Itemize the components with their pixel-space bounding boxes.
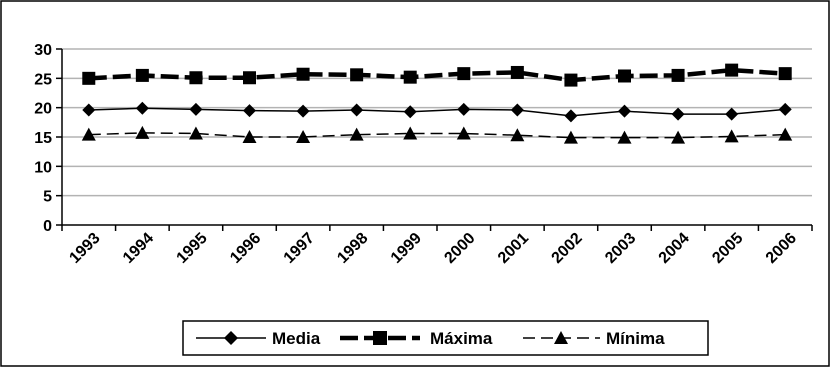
data-point-maxima — [403, 70, 417, 84]
data-point-minima — [81, 127, 96, 141]
series-line-maxima — [88, 67, 786, 83]
series-line-minima — [88, 132, 786, 139]
data-point-maxima — [296, 67, 310, 81]
data-point-media — [618, 104, 631, 118]
legend-label-minima: Mínima — [606, 329, 665, 348]
data-point-maxima — [778, 67, 792, 81]
legend-box — [182, 320, 709, 356]
y-tick-label: 20 — [34, 101, 52, 118]
axes — [56, 48, 813, 231]
series-media — [82, 101, 792, 123]
data-point-media — [296, 104, 310, 118]
data-point-media — [671, 107, 685, 121]
legend-item-media: Media — [196, 329, 321, 348]
data-point-maxima — [135, 68, 149, 82]
diamond-icon — [224, 331, 238, 345]
data-point-media — [189, 102, 203, 116]
data-point-maxima — [243, 71, 256, 85]
data-point-maxima — [564, 73, 578, 87]
data-point-minima — [135, 125, 150, 139]
data-point-media — [350, 103, 364, 117]
data-point-media — [725, 107, 739, 121]
data-point-media — [564, 109, 578, 123]
data-point-media — [403, 105, 417, 119]
data-point-minima — [510, 128, 525, 142]
data-point-minima — [403, 126, 418, 140]
legend: Media Máxima Mínima — [182, 320, 709, 356]
data-point-minima — [671, 130, 686, 144]
triangle-icon — [554, 331, 568, 344]
legend-item-maxima: Máxima — [340, 329, 493, 348]
series — [81, 63, 793, 144]
data-point-media — [243, 104, 256, 118]
data-point-maxima — [189, 71, 203, 85]
y-tick-label: 25 — [34, 71, 52, 88]
y-tick-labels: 0 5 10 15 20 25 30 — [34, 42, 52, 235]
series-line-media — [88, 107, 786, 117]
data-point-minima — [456, 126, 471, 140]
data-point-maxima — [671, 68, 685, 82]
y-tick-label: 10 — [34, 159, 52, 176]
data-point-minima — [242, 130, 257, 143]
data-point-minima — [296, 130, 311, 143]
data-point-media — [135, 101, 149, 115]
square-icon — [373, 331, 387, 345]
data-point-maxima — [618, 69, 631, 83]
legend-label-media: Media — [272, 329, 321, 348]
data-point-maxima — [457, 67, 471, 81]
y-tick-label: 5 — [43, 189, 52, 206]
data-point-maxima — [82, 71, 96, 85]
data-point-minima — [778, 127, 793, 141]
data-point-minima — [349, 127, 364, 141]
data-point-minima — [188, 126, 203, 140]
data-point-maxima — [725, 63, 739, 77]
data-point-maxima — [510, 65, 524, 79]
series-minima — [81, 125, 793, 144]
y-tick-label: 30 — [34, 42, 52, 59]
legend-label-maxima: Máxima — [430, 329, 493, 348]
data-point-media — [457, 102, 471, 116]
data-point-media — [82, 103, 96, 117]
series-maxima — [82, 63, 792, 87]
data-point-minima — [563, 130, 578, 144]
data-point-media — [778, 102, 792, 116]
y-tick-label: 0 — [43, 218, 52, 235]
data-point-minima — [617, 130, 632, 144]
data-point-maxima — [350, 68, 364, 82]
data-point-minima — [724, 129, 739, 143]
data-point-media — [510, 103, 524, 117]
legend-item-minima: Mínima — [523, 329, 665, 348]
y-tick-label: 15 — [34, 130, 52, 147]
